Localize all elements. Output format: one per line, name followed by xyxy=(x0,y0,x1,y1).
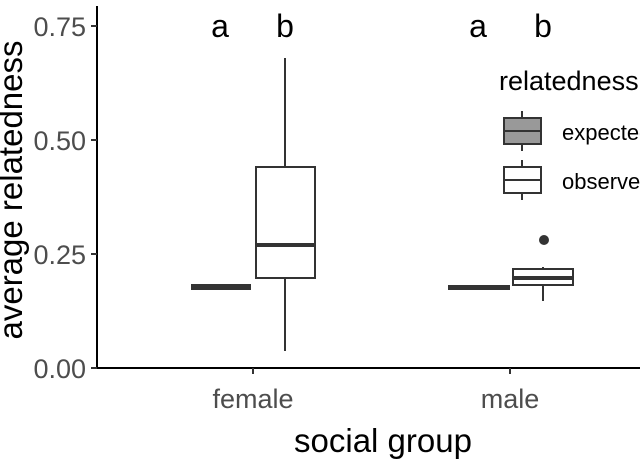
legend-label-expected: expected xyxy=(562,120,640,145)
x-ticks xyxy=(252,368,511,374)
box-male-expected xyxy=(448,285,510,290)
legend-key-observed xyxy=(503,160,542,200)
y-ticks xyxy=(91,25,97,369)
outlier-point xyxy=(539,235,549,245)
box-male-observed xyxy=(512,235,574,301)
x-tick-label-male: male xyxy=(481,384,540,414)
legend-label-observed: observed xyxy=(562,169,640,194)
sig-letter: b xyxy=(534,8,552,44)
y-tick-label: 0.00 xyxy=(33,354,86,384)
legend-key-expected xyxy=(503,111,542,151)
x-axis-title: social group xyxy=(294,422,472,459)
box-female-expected xyxy=(191,284,251,290)
legend-title: relatedness xyxy=(499,66,639,96)
legend: relatedness expected observed xyxy=(499,66,640,200)
y-tick-label: 0.50 xyxy=(33,126,86,156)
y-tick-label: 0.75 xyxy=(33,12,86,42)
sig-letter: a xyxy=(469,8,487,44)
y-tick-label: 0.25 xyxy=(33,240,86,270)
sig-letter: b xyxy=(276,8,294,44)
sig-letter: a xyxy=(211,8,229,44)
x-tick-label-female: female xyxy=(212,384,293,414)
box-female-observed xyxy=(255,58,316,351)
y-axis-title: average relatedness xyxy=(0,40,29,339)
